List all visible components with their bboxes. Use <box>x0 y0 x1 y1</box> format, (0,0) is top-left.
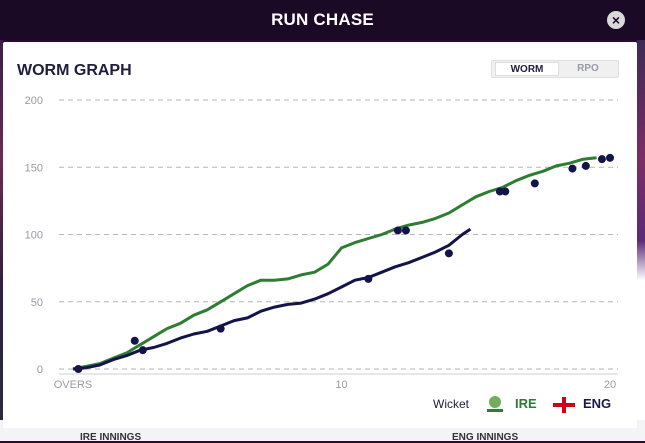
x-tick-label: 10 <box>335 379 347 391</box>
wicket-marker-ire <box>393 226 402 235</box>
series-line-ire <box>72 156 597 371</box>
y-tick-label: 200 <box>25 95 43 107</box>
legend-wicket-label: Wicket <box>433 397 469 411</box>
wicket-marker-eng <box>138 346 147 355</box>
y-tick-label: 50 <box>31 297 43 309</box>
england-flag-icon <box>553 397 575 413</box>
wicket-marker-ire <box>597 155 606 164</box>
wicket-marker-eng <box>216 324 225 333</box>
wicket-marker-ire <box>130 336 139 345</box>
modal-header: RUN CHASE × <box>0 0 645 40</box>
y-tick-label: 0 <box>37 364 43 376</box>
x-tick-label: OVERS <box>54 379 93 391</box>
wicket-marker-eng <box>74 365 83 373</box>
rpo-toggle-button[interactable]: RPO <box>577 63 599 74</box>
chart-type-toggle: WORM RPO <box>491 60 619 78</box>
wicket-marker-ire <box>401 226 410 235</box>
y-tick-label: 150 <box>25 162 43 174</box>
wicket-marker-ire <box>581 161 590 170</box>
y-tick-label: 100 <box>25 230 43 242</box>
wicket-marker-ire <box>568 164 577 173</box>
background-page-left <box>0 40 3 441</box>
worm-chart: 0 50 100 150 200 OVERS 10 20 <box>25 95 618 391</box>
background-page-right <box>637 40 645 441</box>
worm-toggle-button[interactable]: WORM <box>495 62 559 76</box>
wicket-marker-eng <box>444 249 453 258</box>
legend-eng-label: ENG <box>583 396 612 411</box>
panel-title: WORM GRAPH <box>17 62 132 79</box>
worm-graph-panel: WORM GRAPH WORM RPO 0 50 100 150 200 OVERS 10 2… <box>3 42 637 428</box>
ireland-logo-icon <box>487 396 503 412</box>
x-tick-label: 20 <box>604 379 616 391</box>
background-ire-innings: IRE INNINGS <box>80 432 142 443</box>
modal-title: RUN CHASE <box>271 10 374 29</box>
close-icon: × <box>611 12 621 28</box>
wicket-marker-ire <box>530 179 539 188</box>
wicket-marker-ire <box>606 153 614 162</box>
background-eng-innings: ENG INNINGS <box>452 432 519 443</box>
wicket-marker-ire <box>501 187 510 196</box>
close-button[interactable]: × <box>607 11 625 29</box>
wicket-marker-eng <box>364 274 373 283</box>
legend-ire-label: IRE <box>515 396 537 411</box>
